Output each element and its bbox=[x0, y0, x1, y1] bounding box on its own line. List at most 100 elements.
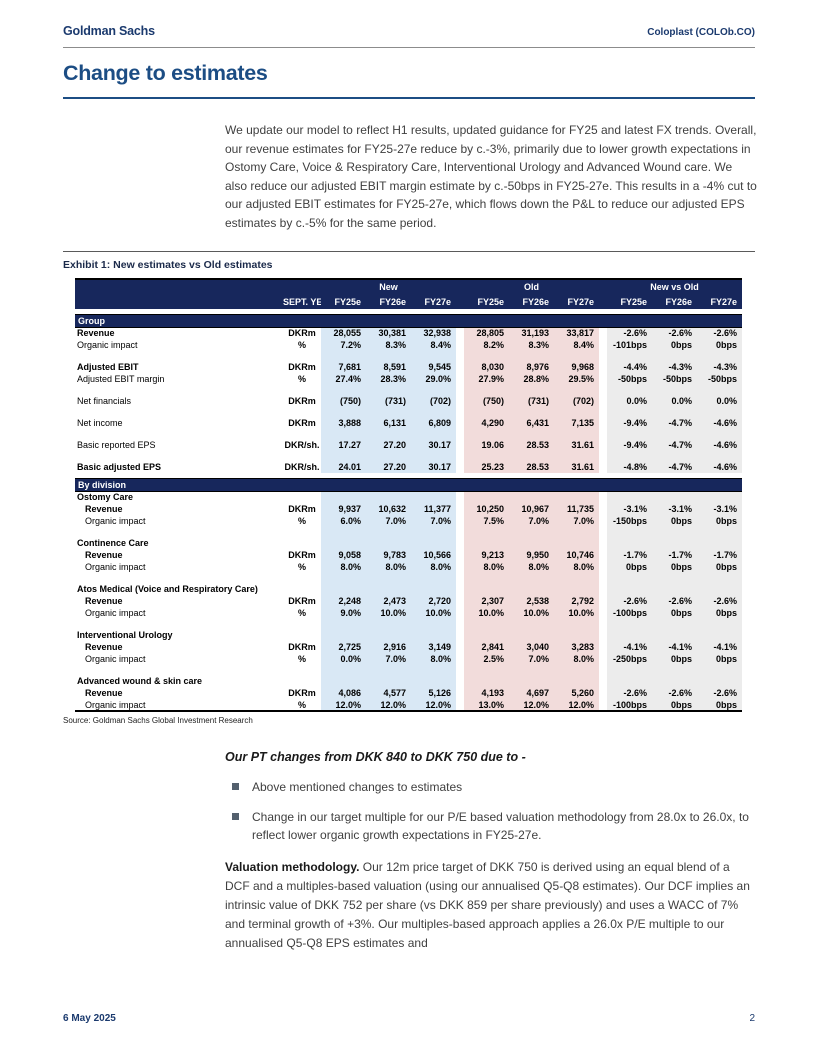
section-header-row: By division bbox=[75, 477, 742, 492]
value-cell bbox=[509, 385, 554, 395]
value-cell: -4.3% bbox=[697, 361, 742, 373]
gap-cell bbox=[456, 665, 464, 675]
gap-cell bbox=[599, 439, 607, 451]
value-cell: 2,720 bbox=[411, 595, 456, 607]
value-cell bbox=[607, 629, 652, 641]
row-label: Revenue bbox=[77, 328, 115, 339]
value-cell: -4.7% bbox=[652, 461, 697, 473]
value-cell: 12.0% bbox=[509, 699, 554, 711]
gap-cell bbox=[456, 327, 464, 339]
value-cell: -4.1% bbox=[607, 641, 652, 653]
value-cell: 27.9% bbox=[464, 373, 509, 385]
value-cell bbox=[509, 665, 554, 675]
empty-header-cell bbox=[75, 278, 321, 294]
value-cell: 2,473 bbox=[366, 595, 411, 607]
value-cell: 6,809 bbox=[411, 417, 456, 429]
value-cell: 7.2% bbox=[321, 339, 366, 351]
table-row: Organic impact% 8.0% 8.0% 8.0% 8.0% 8.0% 8.0% 0… bbox=[75, 561, 742, 573]
value-cell: -1.7% bbox=[607, 549, 652, 561]
gap-cell bbox=[456, 429, 464, 439]
unit-cell: % bbox=[297, 654, 306, 664]
row-label bbox=[75, 527, 283, 537]
value-cell bbox=[366, 407, 411, 417]
valuation-body: Our 12m price target of DKK 750 is deriv… bbox=[225, 859, 750, 950]
value-cell: -3.1% bbox=[652, 503, 697, 515]
row-label bbox=[75, 451, 283, 461]
value-cell: -50bps bbox=[607, 373, 652, 385]
value-cell: 8.0% bbox=[554, 653, 599, 665]
table-body: Group Revenue DKRm 28,055 30,381 32,938 28,805… bbox=[75, 309, 742, 711]
value-cell: -50bps bbox=[697, 373, 742, 385]
source-note: Source: Goldman Sachs Global Investment … bbox=[63, 716, 253, 725]
value-cell: 10,967 bbox=[509, 503, 554, 515]
value-cell: 2,538 bbox=[509, 595, 554, 607]
square-bullet-icon bbox=[232, 783, 239, 790]
value-cell: 28,805 bbox=[464, 327, 509, 339]
row-label: Basic reported EPS bbox=[77, 440, 156, 450]
gap-cell bbox=[599, 629, 607, 641]
value-cell bbox=[366, 527, 411, 537]
value-cell bbox=[464, 665, 509, 675]
value-cell: 10.0% bbox=[554, 607, 599, 619]
unit-cell: DKR/sh. bbox=[284, 440, 320, 450]
value-cell bbox=[554, 619, 599, 629]
page-title: Change to estimates bbox=[63, 61, 268, 85]
value-cell bbox=[697, 451, 742, 461]
value-cell bbox=[554, 675, 599, 687]
value-cell: -2.6% bbox=[607, 595, 652, 607]
value-cell bbox=[464, 619, 509, 629]
gap-cell bbox=[599, 491, 607, 503]
value-cell: 8.0% bbox=[411, 561, 456, 573]
value-cell bbox=[464, 537, 509, 549]
value-cell bbox=[652, 351, 697, 361]
value-cell bbox=[652, 385, 697, 395]
table-row: Adjusted EBIT margin% 27.4% 28.3% 29.0% 27.9… bbox=[75, 373, 742, 385]
spacer-row bbox=[75, 351, 742, 361]
value-cell: (702) bbox=[411, 395, 456, 407]
value-cell bbox=[554, 385, 599, 395]
gap-cell bbox=[599, 665, 607, 675]
value-cell: 31,193 bbox=[509, 327, 554, 339]
unit-cell bbox=[283, 351, 321, 361]
value-cell: 12.0% bbox=[411, 699, 456, 711]
value-cell bbox=[321, 429, 366, 439]
value-cell bbox=[321, 665, 366, 675]
header-divider bbox=[63, 47, 755, 48]
value-cell bbox=[697, 351, 742, 361]
gap-cell bbox=[456, 629, 464, 641]
table-row: Basic reported EPS DKR/sh. 17.27 27.20 30.17… bbox=[75, 439, 742, 451]
value-cell bbox=[607, 537, 652, 549]
row-label: Organic impact bbox=[85, 608, 146, 618]
value-cell: 27.20 bbox=[366, 439, 411, 451]
value-cell bbox=[464, 351, 509, 361]
gap-cell bbox=[456, 653, 464, 665]
value-cell: -2.6% bbox=[607, 687, 652, 699]
gap-cell bbox=[456, 339, 464, 351]
gap-cell bbox=[599, 515, 607, 527]
value-cell bbox=[366, 385, 411, 395]
unit-cell: DKRm bbox=[288, 596, 316, 606]
row-label bbox=[75, 619, 283, 629]
brand-name: Goldman Sachs bbox=[63, 24, 155, 38]
gap-cell bbox=[599, 607, 607, 619]
gap-cell bbox=[599, 385, 607, 395]
table-row: Organic impact% 9.0% 10.0% 10.0% 10.0% 10.0% 1… bbox=[75, 607, 742, 619]
value-cell bbox=[411, 619, 456, 629]
gap-cell bbox=[456, 537, 464, 549]
column-header-row: SEPT. YE FY25e FY26e FY27e FY25e FY26e F… bbox=[75, 294, 742, 309]
value-cell bbox=[366, 451, 411, 461]
value-cell: -2.6% bbox=[652, 687, 697, 699]
value-cell bbox=[411, 429, 456, 439]
value-cell bbox=[652, 451, 697, 461]
gap-cell bbox=[456, 385, 464, 395]
value-cell: -1.7% bbox=[697, 549, 742, 561]
gap-cell bbox=[456, 641, 464, 653]
value-cell: 8.0% bbox=[554, 561, 599, 573]
value-cell bbox=[554, 351, 599, 361]
value-cell: -2.6% bbox=[652, 327, 697, 339]
section-title: By division bbox=[75, 477, 742, 492]
value-cell: 9,545 bbox=[411, 361, 456, 373]
value-cell bbox=[697, 583, 742, 595]
year-header: FY27e bbox=[411, 294, 456, 309]
gap-cell bbox=[456, 573, 464, 583]
